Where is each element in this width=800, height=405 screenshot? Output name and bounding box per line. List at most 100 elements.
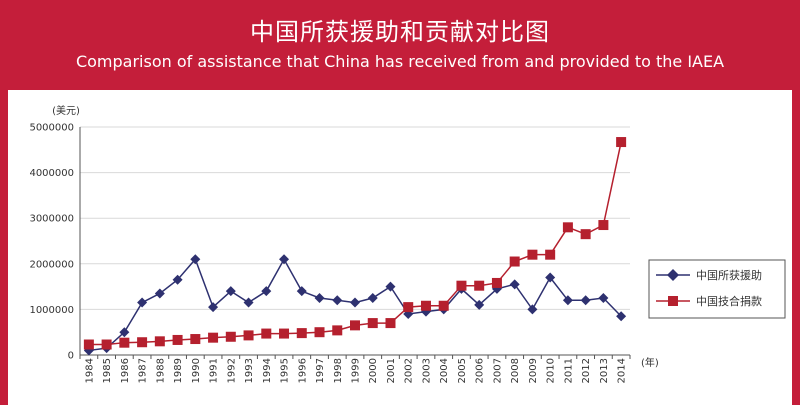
data-point-square — [243, 330, 254, 341]
series-layer — [83, 137, 627, 356]
x-tick-labels: 1984 1985 1986 1987 1988 1989 1990 1991 1992 1993… — [84, 358, 627, 383]
y-axis-label: (美元) — [52, 104, 80, 117]
data-point-square — [296, 328, 307, 339]
data-point-square — [545, 249, 556, 260]
data-point-square — [314, 327, 325, 338]
data-point-diamond — [119, 327, 130, 338]
data-point-square — [190, 334, 201, 345]
axes — [79, 127, 631, 359]
data-point-diamond — [474, 299, 485, 310]
data-point-square — [562, 222, 573, 233]
legend-marker-diamond — [667, 269, 679, 281]
chart-panel: 5000000 4000000 3000000 2000000 1000000 0 198… — [8, 90, 792, 405]
data-point-square — [154, 336, 165, 347]
data-point-diamond — [172, 274, 183, 285]
legend-label-received: 中国所获援助 — [696, 268, 762, 282]
data-point-square — [616, 137, 627, 148]
data-point-square — [580, 229, 591, 240]
data-point-square — [509, 256, 520, 267]
x-tick-label: 1986 — [120, 358, 131, 383]
x-tick-label: 1994 — [262, 358, 273, 383]
x-tick-label: 1987 — [138, 358, 149, 383]
x-tick-label: 2005 — [457, 358, 468, 383]
data-point-diamond — [385, 281, 396, 292]
data-point-diamond — [545, 272, 556, 283]
x-tick-label: 2009 — [528, 358, 539, 383]
data-point-diamond — [314, 293, 325, 303]
x-tick-label: 2013 — [599, 358, 610, 383]
x-tick-label: 2004 — [439, 358, 450, 383]
x-tick-label: 2001 — [386, 358, 397, 383]
data-point-diamond — [154, 288, 165, 299]
x-tick-label: 2011 — [563, 358, 574, 383]
data-point-square — [491, 277, 502, 288]
x-tick-label: 1997 — [315, 358, 326, 383]
x-tick-label: 2012 — [581, 358, 592, 383]
data-point-square — [420, 300, 431, 311]
x-tick-label: 2000 — [368, 358, 379, 383]
data-point-square — [137, 337, 148, 348]
x-tick-label: 2010 — [546, 358, 557, 383]
data-point-square — [332, 325, 343, 336]
data-point-diamond — [367, 293, 378, 303]
data-point-square — [279, 328, 290, 339]
legend: 中国所获援助 中国技合捐款 — [648, 259, 786, 319]
data-point-square — [208, 332, 219, 343]
y-tick-label: 2000000 — [29, 259, 74, 270]
y-tick-label: 4000000 — [29, 168, 74, 179]
data-point-diamond — [509, 279, 520, 290]
x-tick-label: 1999 — [351, 358, 362, 383]
data-point-diamond — [243, 297, 254, 308]
x-tick-label: 1985 — [102, 358, 113, 383]
x-tick-label: 1992 — [226, 358, 237, 383]
data-point-square — [367, 318, 378, 329]
data-point-square — [527, 249, 538, 260]
y-tick-label: 5000000 — [29, 123, 74, 134]
data-point-diamond — [527, 304, 538, 315]
x-tick-label: 2008 — [510, 358, 521, 383]
data-point-square — [456, 280, 467, 291]
data-point-square — [261, 328, 272, 339]
legend-marker-square — [668, 296, 678, 306]
y-tick-label: 0 — [68, 351, 74, 362]
x-tick-label: 2006 — [475, 358, 486, 383]
x-tick-label: 1988 — [155, 358, 166, 383]
data-point-diamond — [225, 286, 236, 297]
data-point-square — [438, 300, 449, 311]
x-tick-label: 2002 — [404, 358, 415, 383]
data-point-diamond — [208, 302, 219, 313]
data-point-square — [225, 331, 236, 342]
line-chart: 5000000 4000000 3000000 2000000 1000000 0 198… — [29, 104, 786, 383]
data-point-diamond — [279, 254, 290, 265]
chart-title: 中国所获援助和贡献对比图 — [250, 18, 550, 46]
data-point-diamond — [332, 295, 343, 306]
x-tick-label: 1990 — [191, 358, 202, 383]
gridlines — [80, 126, 630, 310]
y-tick-label: 3000000 — [29, 214, 74, 225]
data-point-diamond — [616, 311, 627, 322]
header-banner: 中国所获援助和贡献对比图 Comparison of assistance th… — [0, 0, 800, 90]
data-point-square — [350, 320, 360, 331]
x-tick-label: 1995 — [280, 358, 291, 383]
x-tick-label: 2007 — [492, 358, 503, 383]
data-point-diamond — [598, 293, 609, 303]
x-tick-label: 2014 — [617, 358, 628, 383]
x-tick-label: 1996 — [297, 358, 308, 383]
data-point-square — [101, 339, 112, 350]
x-tick-label: 1993 — [244, 358, 255, 383]
data-point-square — [403, 302, 414, 313]
data-point-diamond — [580, 295, 591, 306]
x-tick-label: 2003 — [421, 358, 432, 383]
data-point-square — [119, 337, 130, 348]
data-point-diamond — [261, 286, 272, 297]
y-tick-label: 1000000 — [29, 305, 74, 316]
data-point-diamond — [350, 297, 360, 308]
data-point-square — [385, 318, 396, 329]
legend-box — [648, 259, 786, 319]
legend-label-provided: 中国技合捐款 — [696, 294, 762, 308]
x-axis-label: (年) — [641, 356, 659, 369]
x-tick-label: 1998 — [333, 358, 344, 383]
data-point-diamond — [562, 295, 573, 306]
data-point-square — [598, 220, 609, 231]
x-tick-label: 1984 — [84, 358, 95, 383]
